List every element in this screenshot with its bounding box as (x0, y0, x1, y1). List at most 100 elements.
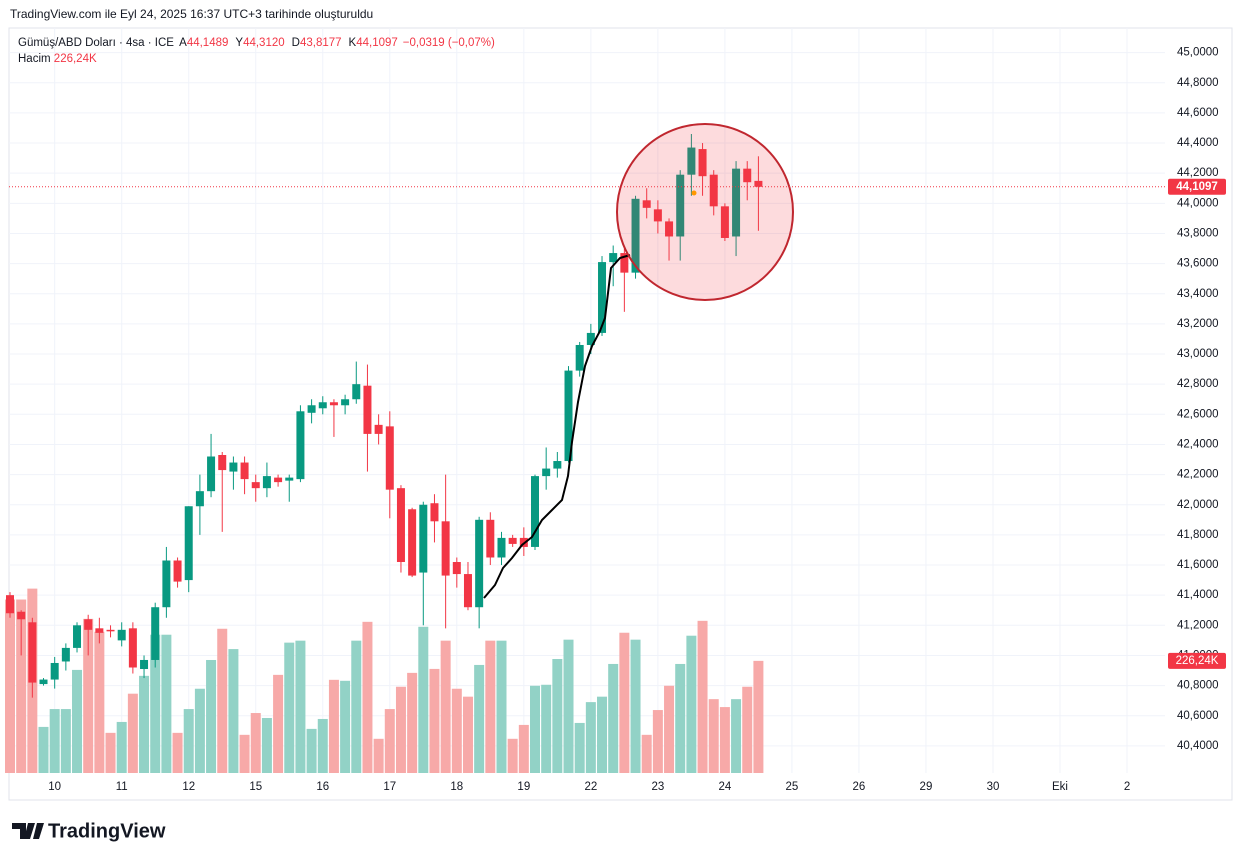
legend-row: Hacim 226,24K (18, 51, 500, 67)
trend-line (483, 254, 631, 599)
volume-bar (552, 659, 563, 773)
volume-bar (742, 686, 753, 773)
candle-body (586, 332, 595, 345)
candle-body (17, 611, 26, 620)
candle-body (84, 619, 93, 630)
volume-bar (418, 626, 429, 773)
volume-bar (585, 702, 596, 773)
candle-body (508, 537, 517, 544)
volume-bar (574, 722, 585, 773)
volume-bar (127, 693, 138, 773)
candle-body (61, 647, 70, 662)
candle-body (195, 491, 204, 507)
candle-body (754, 180, 763, 187)
y-tick-label: 42,8000 (1177, 378, 1219, 390)
candle-body (229, 462, 238, 472)
volume-bar (462, 696, 473, 773)
volume-bar (250, 713, 261, 773)
y-tick-label: 42,2000 (1177, 469, 1219, 481)
y-tick-label: 44,0000 (1177, 197, 1219, 209)
volume-bar (384, 709, 395, 773)
candle-body (151, 607, 160, 660)
volume-bar (83, 618, 94, 773)
candle-body (475, 519, 484, 608)
candle-body (497, 537, 506, 558)
candle-body (251, 482, 260, 489)
volume-bar (261, 717, 272, 773)
volume-bar (440, 640, 451, 773)
volume-bar (697, 620, 708, 773)
volume-bar (485, 640, 496, 773)
legend-value: 44,3120 (243, 37, 285, 49)
volume-bar (161, 634, 172, 773)
candle-body (419, 504, 428, 573)
volume-bar (563, 639, 574, 773)
candle-body (732, 168, 741, 237)
volume-bar (518, 724, 529, 773)
volume-bar (373, 738, 384, 773)
footer-brand: TradingView (48, 820, 166, 842)
y-tick-label: 44,6000 (1177, 107, 1219, 119)
y-tick-label: 40,6000 (1177, 710, 1219, 722)
volume-bar (284, 642, 295, 773)
candle-body (676, 174, 685, 237)
candle-body (396, 488, 405, 563)
volume-bar (217, 628, 228, 773)
volume-bar (686, 635, 697, 773)
y-tick-label: 41,6000 (1177, 559, 1219, 571)
volume-bar (5, 599, 15, 773)
y-tick-label: 42,4000 (1177, 438, 1219, 450)
volume-bar (708, 699, 719, 773)
volume-bar (340, 680, 351, 773)
candle-body (329, 402, 338, 406)
candle-body (385, 426, 394, 490)
y-tick-label: 41,8000 (1177, 529, 1219, 541)
y-tick-label: 43,8000 (1177, 227, 1219, 239)
x-tick-label: 25 (786, 781, 799, 793)
volume-bar (194, 688, 205, 773)
candle-body (553, 461, 562, 469)
y-tick-label: 43,0000 (1177, 348, 1219, 360)
volume-bar (273, 674, 284, 773)
volume-bar (317, 718, 328, 773)
x-tick-label: 19 (517, 781, 530, 793)
volume-bar (72, 669, 83, 773)
volume-bar (116, 721, 127, 773)
y-tick-label: 43,4000 (1177, 288, 1219, 300)
legend-value: 44,1097 (356, 37, 398, 49)
candle-body (653, 209, 662, 222)
candle-body (363, 385, 372, 434)
candle-body (117, 629, 126, 641)
candle-body (285, 477, 294, 481)
x-tick-label: 18 (450, 781, 463, 793)
candle-body (720, 206, 729, 238)
candle-body (542, 468, 551, 477)
candle-body (430, 503, 439, 522)
candle-body (184, 506, 193, 581)
volume-bar (675, 663, 686, 773)
candle-body (140, 659, 149, 670)
candle-body (531, 476, 539, 547)
volume-bar (541, 684, 552, 773)
volume-value: 226,24K (53, 53, 97, 65)
last-price-label: 44,1097 (1176, 181, 1218, 193)
candle-body (262, 476, 271, 489)
candle-body (709, 174, 718, 207)
candle-body (452, 562, 461, 575)
y-tick-label: 41,4000 (1177, 589, 1219, 601)
x-tick-label: 11 (116, 781, 128, 793)
candle-body (106, 629, 115, 632)
candle-body (665, 221, 674, 237)
last-volume-box (1168, 652, 1226, 669)
volume-bar (597, 696, 608, 773)
x-tick-label: Eki (1052, 781, 1068, 793)
volume-bar (60, 709, 71, 773)
volume-bar (351, 640, 362, 773)
candle-body (162, 560, 171, 608)
candle-body (698, 149, 707, 177)
volume-bar (16, 599, 27, 773)
y-tick-label: 42,0000 (1177, 499, 1219, 511)
candle-body (173, 560, 182, 582)
candle-body (341, 399, 350, 406)
